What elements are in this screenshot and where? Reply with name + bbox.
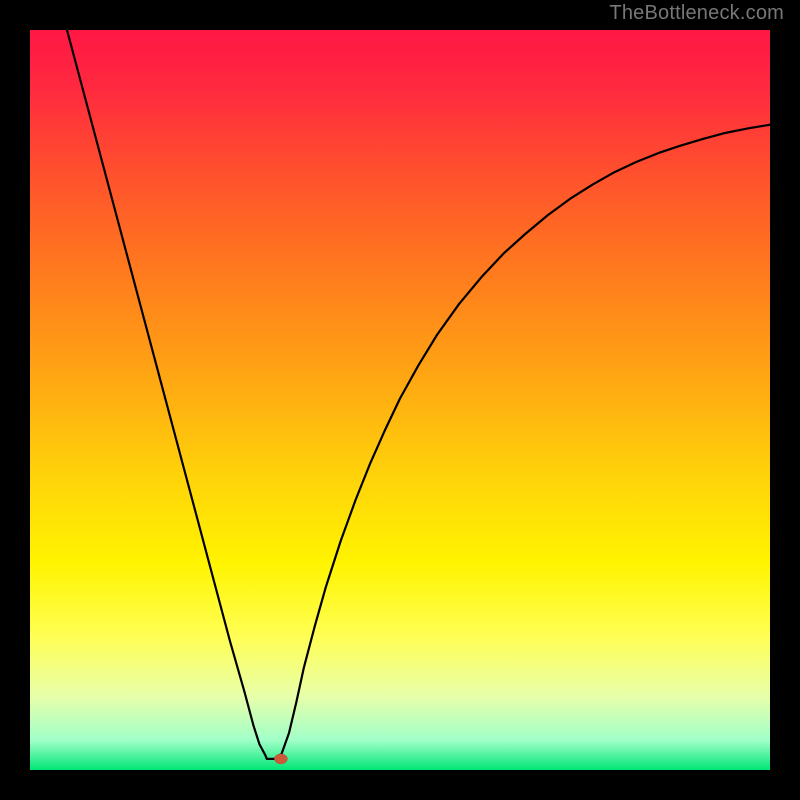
optimal-point-marker: [274, 754, 287, 764]
chart-frame: TheBottleneck.com: [0, 0, 800, 800]
watermark-text: TheBottleneck.com: [609, 2, 784, 25]
bottleneck-chart: [30, 30, 770, 770]
plot-area: [30, 30, 770, 770]
